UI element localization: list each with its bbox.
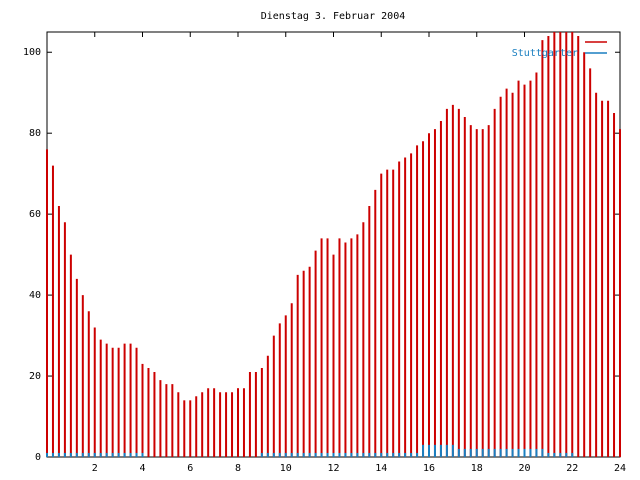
x-tick-label: 2 — [92, 463, 98, 474]
x-tick-label: 10 — [280, 463, 292, 474]
legend-label: Stuttgarter — [512, 48, 578, 59]
y-tick-label: 40 — [29, 290, 41, 301]
x-tick-label: 12 — [327, 463, 339, 474]
x-tick-label: 18 — [471, 463, 483, 474]
x-tick-label: 22 — [566, 463, 578, 474]
x-tick-label: 4 — [139, 463, 145, 474]
y-tick-label: 100 — [23, 47, 41, 58]
x-tick-label: 20 — [518, 463, 530, 474]
y-tick-label: 80 — [29, 128, 41, 139]
x-tick-label: 16 — [423, 463, 435, 474]
x-tick-label: 24 — [614, 463, 626, 474]
chart-title: Dienstag 3. Februar 2004 — [261, 11, 406, 22]
x-tick-label: 8 — [235, 463, 241, 474]
x-tick-label: 14 — [375, 463, 387, 474]
y-tick-label: 60 — [29, 209, 41, 220]
x-tick-label: 6 — [187, 463, 193, 474]
y-tick-label: 20 — [29, 371, 41, 382]
y-tick-label: 0 — [35, 452, 41, 463]
